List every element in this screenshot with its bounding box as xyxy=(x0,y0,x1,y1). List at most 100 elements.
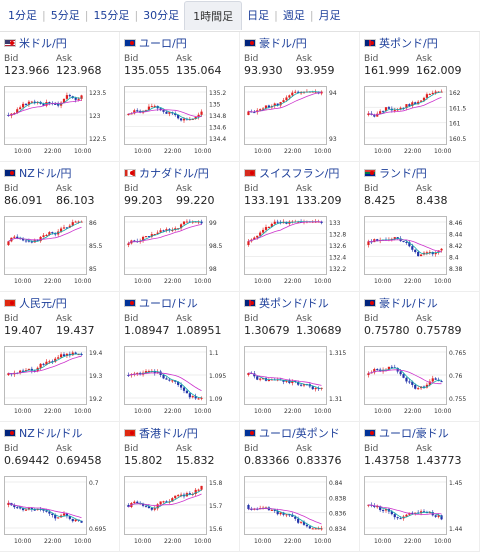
candle-body xyxy=(162,230,165,232)
card-title-link[interactable]: ランド/円 xyxy=(364,165,475,181)
quote-card[interactable]: 豪ドル/円 Bid Ask 93.930 93.959 94 93 10:00 22:00 10:… xyxy=(240,32,360,162)
candle-body xyxy=(367,113,370,115)
za-flag-icon xyxy=(364,169,376,177)
candle-body xyxy=(411,246,414,250)
bid-value: 86.091 xyxy=(4,194,43,207)
mini-candlestick-chart[interactable]: 8.46 8.44 8.42 8.4 8.38 10:00 22:00 10:00 xyxy=(364,216,476,288)
card-title-link[interactable]: ユーロ/豪ドル xyxy=(364,425,475,441)
quote-card[interactable]: 英ポンド/円 Bid Ask 161.999 162.009 162 161.5 161 160… xyxy=(360,32,480,162)
tab-1[interactable]: 5分足 xyxy=(50,9,80,22)
card-title-link[interactable]: ユーロ/円 xyxy=(124,35,235,51)
card-title-link[interactable]: NZドル/ドル xyxy=(4,425,115,441)
quote-card[interactable]: 豪ドル/ドル Bid Ask 0.75780 0.75789 0.765 0.76 0.755… xyxy=(360,292,480,422)
y-tick-label: 132.6 xyxy=(329,243,346,250)
card-title-link[interactable]: ユーロ/英ポンド xyxy=(244,425,355,441)
tab-4[interactable]: 1時間足 xyxy=(184,0,243,30)
ask-value: 0.75789 xyxy=(416,324,462,337)
mini-candlestick-chart[interactable]: 1.1 1.095 1.09 10:00 22:00 10:00 xyxy=(124,346,236,418)
mini-candlestick-chart[interactable]: 1.315 1.31 10:00 22:00 10:00 xyxy=(244,346,356,418)
candle-body xyxy=(197,114,200,117)
mini-candlestick-chart[interactable]: 0.765 0.76 0.755 10:00 22:00 10:00 xyxy=(364,346,476,418)
tab-0[interactable]: 1分足 xyxy=(8,9,37,22)
ask-value: 86.103 xyxy=(56,194,95,207)
candle-body xyxy=(399,107,402,110)
quote-card[interactable]: ユーロ/英ポンド Bid Ask 0.83366 0.83376 0.84 0.838 0.8… xyxy=(240,422,360,552)
candle-body xyxy=(405,377,408,382)
tab-7[interactable]: 月足 xyxy=(318,9,341,22)
mini-candlestick-chart[interactable]: 86 85.5 85 10:00 22:00 10:00 xyxy=(4,216,116,288)
x-tick-label: 22:00 xyxy=(164,278,181,285)
y-tick-label: 0.7 xyxy=(89,480,99,487)
candle-body xyxy=(267,227,271,229)
candle-body xyxy=(276,103,279,106)
candle-body xyxy=(425,384,429,388)
card-title-link[interactable]: NZドル/円 xyxy=(4,165,115,181)
mini-candlestick-chart[interactable]: 1.45 1.44 10:00 22:00 10:00 xyxy=(364,476,476,548)
mini-candlestick-chart[interactable]: 0.7 0.695 10:00 22:00 10:00 xyxy=(4,476,116,548)
card-title-link[interactable]: 英ポンド/円 xyxy=(364,35,475,51)
candle-body xyxy=(411,381,414,385)
quote-card[interactable]: 米ドル/円 Bid Ask 123.966 123.968 123.5 123 122.5 10… xyxy=(0,32,120,162)
quote-values: 86.091 86.103 xyxy=(4,194,115,208)
tab-2[interactable]: 15分足 xyxy=(93,9,130,22)
quote-card[interactable]: スイスフラン/円 Bid Ask 133.191 133.209 133 132.8 132.… xyxy=(240,162,360,292)
candle-body xyxy=(422,386,426,388)
card-title-link[interactable]: ユーロ/ドル xyxy=(124,295,235,311)
bid-label: Bid xyxy=(4,54,19,64)
quote-card[interactable]: 英ポンド/ドル Bid Ask 1.30679 1.30689 1.315 1.31 10:0… xyxy=(240,292,360,422)
ca-flag-icon xyxy=(124,169,136,177)
candle-body xyxy=(51,232,54,234)
ask-value: 133.209 xyxy=(296,194,342,207)
candle-body xyxy=(30,241,33,243)
quote-labels: Bid Ask xyxy=(364,444,475,454)
quote-card[interactable]: ランド/円 Bid Ask 8.425 8.438 8.46 8.44 8.42 8.4 8.38… xyxy=(360,162,480,292)
quote-card[interactable]: ユーロ/円 Bid Ask 135.055 135.064 135.2 135 134.8 13… xyxy=(120,32,240,162)
quote-card[interactable]: 香港ドル/円 Bid Ask 15.802 15.832 15.8 15.7 15.6 10:0… xyxy=(120,422,240,552)
mini-candlestick-chart[interactable]: 15.8 15.7 15.6 10:00 22:00 10:00 xyxy=(124,476,236,548)
mini-candlestick-chart[interactable]: 0.84 0.838 0.836 0.834 10:00 22:00 10:00 xyxy=(244,476,356,548)
candle-body xyxy=(168,112,171,114)
ask-label: Ask xyxy=(56,444,73,454)
candle-body xyxy=(153,233,156,235)
card-title-link[interactable]: 豪ドル/円 xyxy=(244,35,355,51)
quote-card[interactable]: ユーロ/豪ドル Bid Ask 1.43758 1.43773 1.45 1.44 10:00… xyxy=(360,422,480,552)
card-title-link[interactable]: 香港ドル/円 xyxy=(124,425,235,441)
tab-separator: | xyxy=(134,8,139,22)
quote-card[interactable]: 人民元/円 Bid Ask 19.407 19.437 19.4 19.3 19.2 10:00… xyxy=(0,292,120,422)
mini-candlestick-chart[interactable]: 19.4 19.3 19.2 10:00 22:00 10:00 xyxy=(4,346,116,418)
bid-value: 0.75780 xyxy=(364,324,410,337)
candle-body xyxy=(431,92,434,95)
y-tick-label: 160.5 xyxy=(449,136,466,143)
quote-card[interactable]: ユーロ/ドル Bid Ask 1.08947 1.08951 1.1 1.095 1.09 10… xyxy=(120,292,240,422)
candle-body xyxy=(414,384,417,389)
quote-card[interactable]: カナダドル/円 Bid Ask 99.203 99.220 99 98.5 98 10:00 22… xyxy=(120,162,240,292)
tab-5[interactable]: 日足 xyxy=(247,9,270,22)
mini-candlestick-chart[interactable]: 123.5 123 122.5 10:00 22:00 10:00 xyxy=(4,86,116,158)
mini-candlestick-chart[interactable]: 162 161.5 161 160.5 10:00 22:00 10:00 xyxy=(364,86,476,158)
quote-values: 99.203 99.220 xyxy=(124,194,235,208)
candle-body xyxy=(156,371,159,374)
candle-body xyxy=(159,230,162,233)
mini-candlestick-chart[interactable]: 99 98.5 98 10:00 22:00 10:00 xyxy=(124,216,236,288)
y-tick-label: 135 xyxy=(209,102,221,109)
quote-card[interactable]: NZドル/円 Bid Ask 86.091 86.103 86 85.5 85 10:00 22:… xyxy=(0,162,120,292)
mini-candlestick-chart[interactable]: 135.2 135 134.8 134.6 134.4 10:00 22:00 10:00 xyxy=(124,86,236,158)
candle-body xyxy=(74,221,77,223)
ask-value: 0.69458 xyxy=(56,454,102,467)
candle-body xyxy=(59,354,63,358)
mini-candlestick-chart[interactable]: 94 93 10:00 22:00 10:00 xyxy=(244,86,356,158)
card-title-link[interactable]: 人民元/円 xyxy=(4,295,115,311)
card-title-link[interactable]: カナダドル/円 xyxy=(124,165,235,181)
tab-6[interactable]: 週足 xyxy=(282,9,305,22)
y-tick-label: 85 xyxy=(89,266,97,273)
card-title-link[interactable]: 米ドル/円 xyxy=(4,35,115,51)
mini-candlestick-chart[interactable]: 133 132.8 132.6 132.4 132.2 10:00 22:00 10:00 xyxy=(244,216,356,288)
x-tick-label: 22:00 xyxy=(284,278,301,285)
quote-card[interactable]: NZドル/ドル Bid Ask 0.69442 0.69458 0.7 0.695 10:00… xyxy=(0,422,120,552)
card-title-link[interactable]: 英ポンド/ドル xyxy=(244,295,355,311)
card-title-link[interactable]: 豪ドル/ドル xyxy=(364,295,475,311)
card-title-link[interactable]: スイスフラン/円 xyxy=(244,165,355,181)
tab-3[interactable]: 30分足 xyxy=(143,9,180,22)
candle-body xyxy=(150,234,153,237)
bid-value: 0.83366 xyxy=(244,454,290,467)
